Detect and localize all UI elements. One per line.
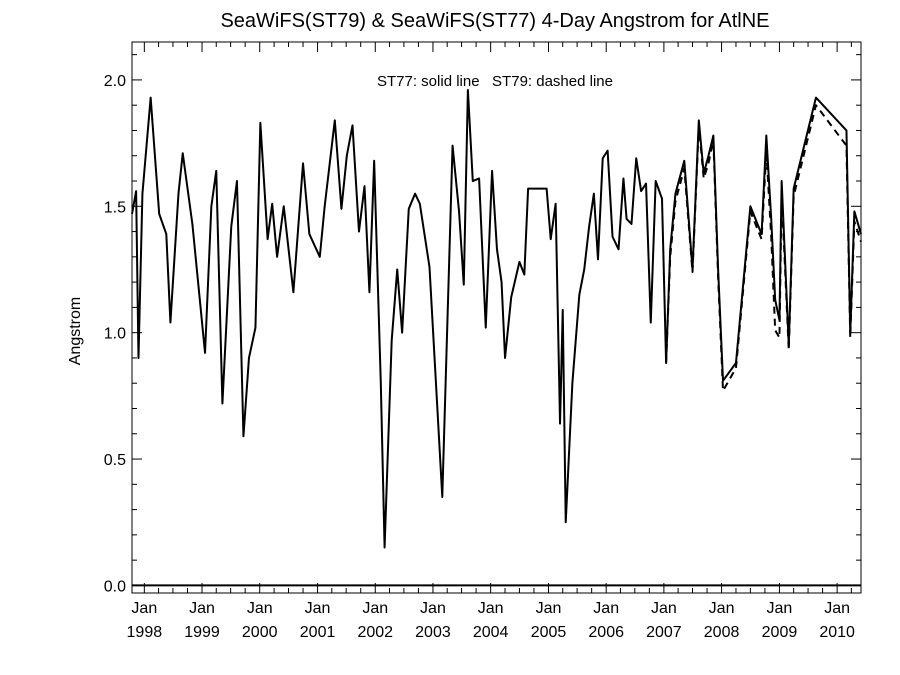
x-tick-year-label: 2006 (588, 624, 624, 641)
y-tick-label: 0.0 (104, 578, 126, 595)
x-tick-year-label: 2007 (646, 624, 682, 641)
y-tick-label: 1.0 (104, 326, 126, 343)
x-tick-month-label: Jan (420, 600, 446, 617)
x-tick-month-label: Jan (131, 600, 157, 617)
x-tick-month-label: Jan (189, 600, 215, 617)
series-layer (131, 89, 862, 549)
x-tick-year-label: 2000 (242, 624, 278, 641)
x-tick-month-label: Jan (824, 600, 850, 617)
x-tick-year-label: 2005 (531, 624, 567, 641)
x-tick-month-label: Jan (247, 600, 273, 617)
x-tick-year-label: 2001 (300, 624, 336, 641)
x-tick-month-label: Jan (709, 600, 735, 617)
x-tick-month-label: Jan (651, 600, 677, 617)
legend-annotation: ST77: solid line ST79: dashed line (377, 73, 613, 90)
plot-frame (131, 41, 862, 594)
x-axis: Jan 1998 Jan 1999 Jan 2000 Jan 2001 Jan 2002 Jan 20… (127, 42, 855, 641)
y-axis-label: Angstrom (67, 297, 84, 365)
x-tick-month-label: Jan (362, 600, 388, 617)
y-tick-label: 1.5 (104, 199, 126, 216)
x-tick-month-label: Jan (478, 600, 504, 617)
y-axis: 0.0 0.5 1.0 1.5 2.0 (104, 54, 861, 595)
x-tick-year-label: 2003 (415, 624, 451, 641)
x-tick-year-label: 2008 (704, 624, 740, 641)
x-tick-year-label: 2009 (762, 624, 798, 641)
x-tick-year-label: 2010 (819, 624, 855, 641)
series-line-st77 (131, 89, 862, 549)
y-tick-label: 2.0 (104, 73, 126, 90)
x-tick-month-label: Jan (593, 600, 619, 617)
x-tick-year-label: 2002 (357, 624, 393, 641)
x-tick-year-label: 1998 (127, 624, 163, 641)
chart-title: SeaWiFS(ST79) & SeaWiFS(ST77) 4-Day Angs… (220, 10, 769, 32)
plot-border (131, 41, 862, 594)
series-line-st79 (665, 104, 862, 392)
x-tick-year-label: 2004 (473, 624, 509, 641)
x-tick-year-label: 1999 (184, 624, 220, 641)
x-tick-month-label: Jan (767, 600, 793, 617)
x-tick-month-label: Jan (536, 600, 562, 617)
y-tick-label: 0.5 (104, 452, 126, 469)
x-tick-month-label: Jan (305, 600, 331, 617)
